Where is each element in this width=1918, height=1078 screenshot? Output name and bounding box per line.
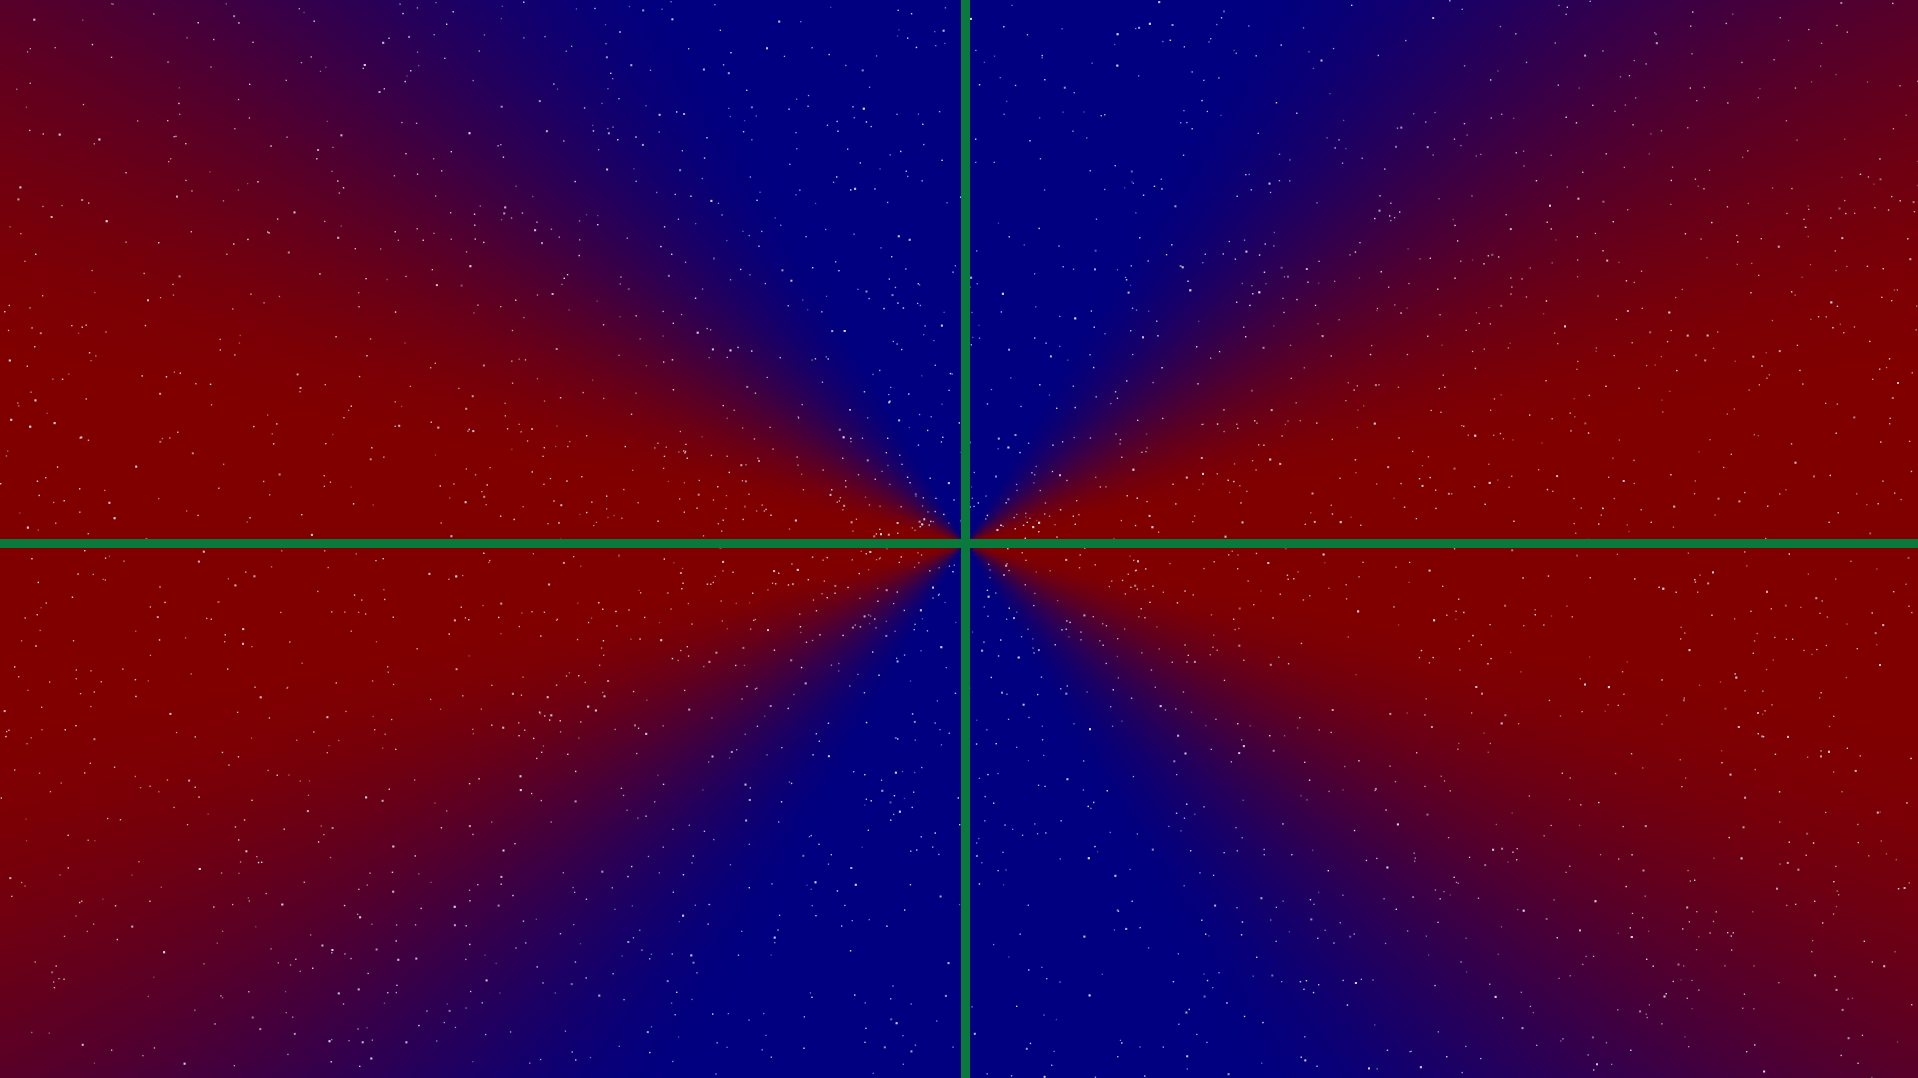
radial-gradient-background	[0, 0, 1918, 1078]
game-viewport[interactable]	[0, 0, 1918, 1078]
